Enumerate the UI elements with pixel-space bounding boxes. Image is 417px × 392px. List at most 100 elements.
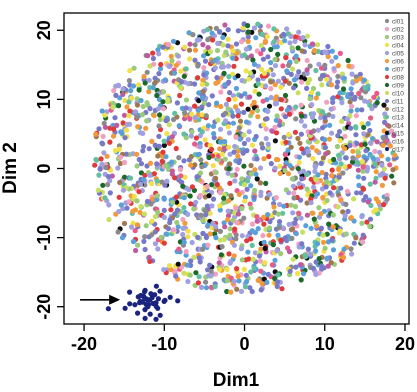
point-cl11	[113, 92, 119, 98]
point-cl12	[268, 79, 274, 85]
legend-label-cl12: cl12	[392, 106, 404, 113]
point-cl10	[138, 203, 144, 210]
point-cl08	[232, 226, 238, 232]
point-cl06	[348, 215, 354, 221]
point-cl07	[181, 195, 187, 201]
point-cl07	[181, 239, 187, 245]
point-cl02	[165, 41, 171, 48]
point-cl02	[249, 221, 256, 227]
point-cl11	[200, 230, 206, 237]
point-cl14	[323, 151, 329, 157]
point-cl03	[135, 242, 141, 248]
point-cl15	[381, 102, 387, 108]
point-cl06	[272, 82, 278, 88]
point-cl16	[337, 50, 343, 57]
point-cl11	[217, 29, 223, 35]
point-cl05	[298, 118, 304, 124]
point-cl02	[384, 192, 390, 198]
point-cl11	[268, 161, 274, 167]
point-cl06	[311, 47, 318, 54]
point-cl09	[218, 252, 224, 258]
point-cl11	[195, 234, 201, 240]
point-cl13	[362, 85, 368, 91]
point-cl06	[249, 109, 255, 115]
point-cl05	[270, 72, 276, 78]
point-cl07	[205, 123, 211, 129]
point-cl07	[313, 248, 319, 254]
point-cl14	[355, 167, 361, 173]
point-cl08	[214, 181, 220, 188]
point-cl08	[142, 172, 148, 178]
point-cl07	[99, 108, 105, 114]
point-cl05	[275, 78, 281, 84]
point-cl12	[117, 160, 123, 167]
point-cl06	[137, 209, 143, 216]
point-cl07	[209, 30, 215, 36]
point-cl05	[272, 165, 278, 171]
point-cl07	[341, 75, 347, 81]
point-cl13	[293, 104, 299, 110]
point-cl12	[320, 155, 326, 161]
point-cl05	[359, 214, 365, 220]
point-cl05	[155, 106, 162, 112]
point-cl11	[181, 158, 187, 164]
point-cl06	[192, 47, 199, 53]
point-cl05	[115, 82, 121, 88]
point-cl17	[153, 283, 159, 289]
point-cl11	[323, 171, 329, 177]
point-cl12	[328, 260, 334, 266]
point-cl07	[308, 225, 314, 231]
point-cl15	[196, 98, 202, 104]
point-cl03	[254, 107, 261, 114]
point-cl11	[235, 28, 241, 34]
point-cl13	[320, 109, 326, 115]
point-cl07	[345, 93, 351, 100]
point-cl07	[371, 156, 377, 162]
point-cl05	[302, 42, 308, 48]
point-cl08	[127, 108, 133, 114]
point-cl05	[287, 40, 293, 46]
point-cl07	[275, 232, 281, 238]
legend-label-cl05: cl05	[392, 50, 404, 57]
legend-label-cl04: cl04	[392, 42, 404, 49]
point-cl12	[248, 162, 254, 169]
legend-swatch-cl05	[384, 50, 390, 56]
point-cl05	[280, 225, 286, 231]
point-cl11	[313, 259, 319, 265]
point-cl16	[234, 188, 240, 194]
legend-label-cl11: cl11	[392, 98, 404, 105]
point-cl11	[197, 259, 203, 265]
point-cl06	[207, 231, 213, 237]
point-cl11	[304, 85, 310, 91]
point-cl09	[226, 166, 232, 172]
point-cl11	[354, 190, 360, 196]
point-cl11	[97, 166, 103, 172]
point-cl10	[304, 33, 311, 39]
point-cl11	[330, 95, 336, 101]
point-cl11	[206, 102, 212, 108]
point-cl07	[237, 136, 243, 142]
point-cl16	[187, 115, 193, 121]
point-cl04	[127, 68, 133, 74]
point-cl07	[186, 30, 192, 36]
point-cl05	[268, 94, 274, 101]
point-cl06	[235, 153, 241, 159]
point-cl04	[207, 142, 213, 149]
point-cl06	[285, 171, 292, 177]
point-cl07	[161, 196, 167, 202]
point-cl08	[292, 34, 298, 40]
point-cl04	[242, 198, 248, 204]
point-cl04	[342, 164, 348, 170]
point-cl07	[341, 246, 347, 252]
point-cl11	[231, 149, 237, 155]
point-cl07	[253, 171, 259, 177]
point-cl16	[280, 63, 286, 69]
point-cl06	[271, 204, 277, 210]
point-cl07	[157, 66, 164, 72]
point-cl11	[265, 271, 271, 277]
point-cl06	[328, 82, 335, 88]
point-cl08	[188, 201, 194, 207]
y-tick-label: -20	[34, 294, 54, 320]
point-cl14	[200, 42, 206, 48]
point-cl11	[225, 43, 231, 49]
